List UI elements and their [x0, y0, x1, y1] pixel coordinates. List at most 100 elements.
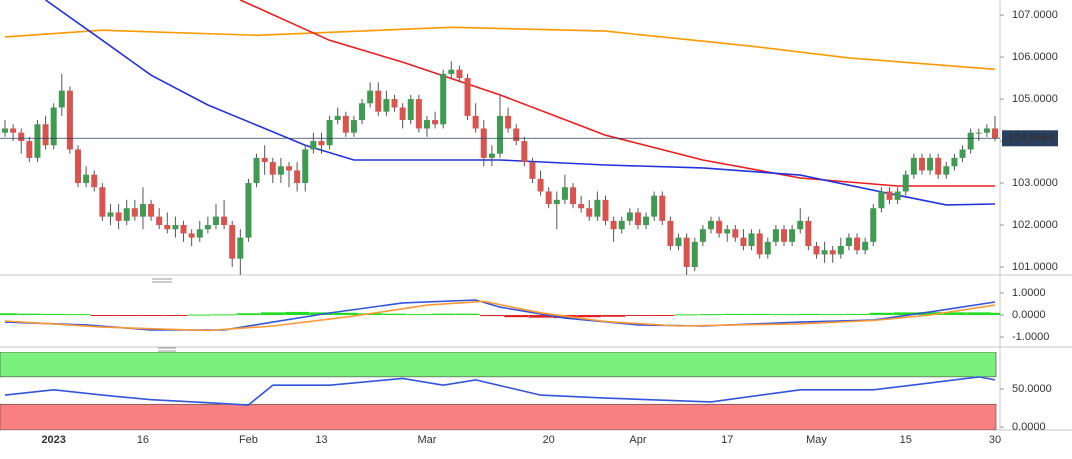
candle-body — [659, 195, 666, 221]
candle-body — [707, 220, 714, 230]
candle-body — [878, 191, 885, 209]
y-tick-label: 0.0000 — [1012, 421, 1046, 433]
x-tick-label: 30 — [989, 434, 1001, 446]
zone-band — [0, 352, 997, 378]
candle-body — [383, 99, 390, 112]
candle-body — [204, 225, 211, 230]
candle-body — [253, 157, 260, 184]
histogram-bar — [187, 314, 212, 316]
handle[interactable] — [158, 347, 176, 352]
histogram-bar — [260, 312, 285, 316]
candle-body — [123, 208, 130, 221]
candle-body — [66, 90, 73, 150]
x-tick-label: 20 — [543, 434, 555, 446]
candle-body — [772, 229, 779, 242]
candle-body — [286, 166, 293, 171]
candle-body — [237, 237, 244, 259]
candle-body — [261, 157, 268, 163]
candle-body — [748, 233, 755, 247]
candle-body — [821, 250, 828, 255]
indicator-line — [4, 376, 996, 406]
histogram-bar — [139, 315, 164, 317]
candle-body — [229, 225, 236, 259]
histogram-bar — [747, 313, 772, 316]
y-tick-label: 107.0000 — [1012, 9, 1058, 21]
candle-body — [626, 212, 633, 221]
y-tick-label: 105.0000 — [1012, 93, 1058, 105]
histogram-bar — [918, 312, 943, 316]
candle-body — [610, 220, 617, 230]
handle[interactable] — [152, 278, 172, 283]
candle-body — [634, 212, 641, 226]
candle-body — [578, 204, 585, 209]
candle-body — [927, 157, 934, 171]
histogram-bar — [163, 315, 188, 317]
candle-body — [813, 246, 820, 255]
y-tick-label: 50.0000 — [1012, 383, 1052, 395]
x-tick-label: 16 — [137, 434, 149, 446]
histogram-bar — [723, 313, 748, 316]
candle-body — [367, 90, 374, 104]
candle-body — [667, 220, 674, 247]
candle-body — [172, 225, 179, 230]
candle-body — [464, 78, 471, 116]
candle-body — [334, 115, 341, 121]
candle-body — [269, 162, 276, 175]
zone-band — [0, 403, 997, 430]
candle-body — [529, 162, 536, 179]
histogram-bar — [114, 315, 139, 317]
histogram-bar — [772, 314, 797, 316]
candle-body — [212, 216, 219, 226]
candle-body — [537, 178, 544, 192]
candle-body — [967, 132, 974, 150]
candle-body — [643, 216, 650, 226]
candle-body — [277, 166, 284, 175]
candle-body — [359, 103, 366, 121]
histogram-bar — [942, 312, 967, 316]
histogram-bar — [650, 315, 675, 317]
candle-body — [983, 128, 990, 133]
candle-body — [131, 208, 138, 217]
histogram-bar — [455, 313, 480, 316]
candle-body — [399, 107, 406, 121]
candle-body — [943, 166, 950, 175]
price-label: 104.0664 — [1008, 132, 1055, 144]
candle-body — [691, 241, 698, 268]
y-tick-label: 106.0000 — [1012, 51, 1058, 63]
histogram-bar — [406, 314, 431, 316]
histogram-bar — [577, 315, 602, 318]
x-tick-label: May — [806, 434, 827, 446]
candle-body — [886, 191, 893, 200]
candle-body — [870, 208, 877, 242]
candle-body — [107, 212, 114, 217]
y-tick-label: 0.0000 — [1012, 309, 1046, 321]
candle-body — [918, 157, 925, 171]
candle-body — [326, 120, 333, 146]
candle-body — [472, 115, 479, 129]
candle-body — [99, 187, 106, 217]
candle-body — [910, 157, 917, 175]
histogram-bar — [66, 314, 91, 316]
candle-body — [188, 233, 195, 238]
x-tick-label: Mar — [417, 434, 436, 446]
histogram-bar — [698, 314, 723, 316]
candle-body — [732, 229, 739, 238]
y-tick-label: -1.0000 — [1012, 331, 1049, 343]
histogram-bar — [625, 315, 650, 317]
candle-body — [164, 225, 171, 230]
histogram-bar — [212, 314, 237, 316]
histogram-bar — [528, 315, 553, 318]
candle-body — [845, 237, 852, 247]
candle-body — [423, 120, 430, 129]
histogram-bar — [796, 313, 821, 316]
candle-body — [148, 204, 155, 217]
histogram-bar — [285, 311, 310, 316]
candle-body — [699, 229, 706, 242]
candle-body — [18, 132, 25, 142]
candle-body — [83, 174, 90, 184]
candle-body — [407, 99, 414, 121]
candle-body — [756, 233, 763, 255]
histogram-bar — [601, 315, 626, 317]
candle-body — [75, 149, 82, 184]
